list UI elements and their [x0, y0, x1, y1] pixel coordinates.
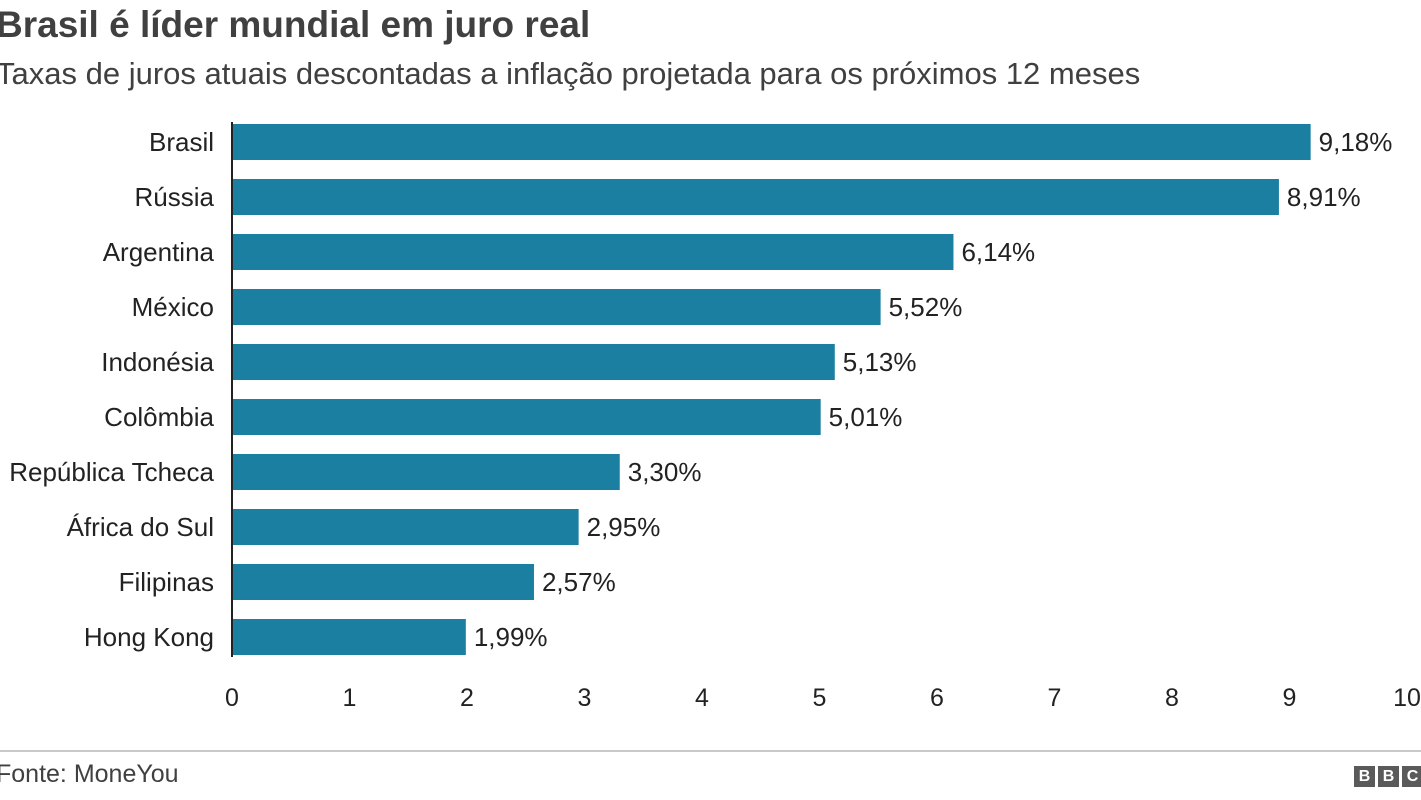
category-label: Argentina [103, 237, 215, 267]
category-label: Hong Kong [84, 622, 214, 652]
category-label: Rússia [135, 182, 215, 212]
category-label: Filipinas [119, 567, 214, 597]
bar-argentina [232, 234, 954, 270]
bar-hong-kong [232, 619, 466, 655]
bar-méxico [232, 289, 881, 325]
bbc-logo-letter: B [1378, 766, 1399, 787]
x-tick-label: 6 [930, 684, 944, 712]
category-label: México [132, 292, 214, 322]
value-label: 1,99% [474, 622, 548, 652]
bbc-logo-letter: C [1402, 766, 1421, 787]
footer-divider [0, 750, 1421, 752]
value-label: 9,18% [1319, 127, 1393, 157]
value-label: 6,14% [961, 237, 1035, 267]
x-tick-label: 8 [1165, 684, 1179, 712]
value-label: 2,57% [542, 567, 616, 597]
bar-indonésia [232, 344, 835, 380]
bbc-logo: B B C [1354, 766, 1421, 787]
value-label: 5,52% [889, 292, 963, 322]
category-label: Indonésia [101, 347, 214, 377]
category-label: República Tcheca [9, 457, 214, 487]
bar-república-tcheca [232, 454, 620, 490]
bar-colômbia [232, 399, 821, 435]
bar-rússia [232, 179, 1279, 215]
x-axis-ticks: 0 1 2 3 4 5 6 7 8 9 10 [225, 684, 1421, 712]
value-label: 5,13% [843, 347, 917, 377]
x-tick-label: 2 [460, 684, 474, 712]
chart-title: Brasil é líder mundial em juro real [0, 4, 591, 45]
value-labels: 9,18% 8,91% 6,14% 5,52% 5,13% 5,01% 3,30% 2,95%… [474, 127, 1393, 652]
x-tick-label: 4 [695, 684, 709, 712]
source-note: Fonte: MoneYou [0, 760, 179, 788]
bars-group [232, 124, 1311, 655]
category-label: África do Sul [67, 512, 214, 542]
x-tick-label: 9 [1283, 684, 1297, 712]
bar-chart: Brasil Rússia Argentina México Indonésia Colô… [9, 122, 1421, 712]
x-tick-label: 1 [343, 684, 357, 712]
value-label: 2,95% [587, 512, 661, 542]
x-tick-label: 10 [1393, 684, 1421, 712]
bar-áfrica-do-sul [232, 509, 579, 545]
value-label: 8,91% [1287, 182, 1361, 212]
bar-brasil [232, 124, 1311, 160]
value-label: 5,01% [829, 402, 903, 432]
x-tick-label: 0 [225, 684, 239, 712]
bar-filipinas [232, 564, 534, 600]
x-tick-label: 3 [578, 684, 592, 712]
x-tick-label: 7 [1048, 684, 1062, 712]
category-label: Brasil [149, 127, 214, 157]
category-label: Colômbia [104, 402, 214, 432]
value-label: 3,30% [628, 457, 702, 487]
bbc-logo-letter: B [1354, 766, 1375, 787]
category-labels: Brasil Rússia Argentina México Indonésia Colô… [9, 127, 214, 652]
chart-subtitle: Taxas de juros atuais descontadas a infl… [0, 56, 1141, 91]
x-tick-label: 5 [813, 684, 827, 712]
